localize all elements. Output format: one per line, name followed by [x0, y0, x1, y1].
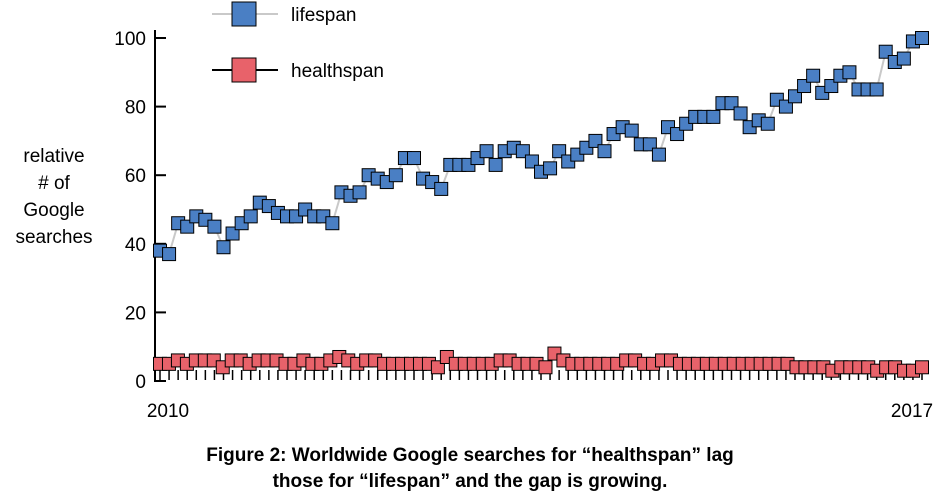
healthspan-point	[430, 360, 445, 375]
lifespan-point	[597, 144, 612, 159]
y-ticks: 0 20 40 60 80 100	[114, 29, 166, 393]
lifespan-point	[479, 144, 494, 159]
lifespan-point	[543, 161, 558, 176]
lifespan-point	[352, 185, 367, 200]
legend-item-lifespan: lifespan	[212, 1, 357, 27]
legend-label: healthspan	[291, 61, 384, 82]
lifespan-point	[878, 44, 893, 59]
y-tick-label: 20	[125, 303, 146, 324]
lifespan-point	[733, 106, 748, 121]
y-tick-label: 0	[135, 372, 146, 393]
y-axis-label-line: searches	[15, 227, 93, 248]
legend: lifespan healthspan	[212, 1, 384, 83]
y-tick-label: 40	[125, 235, 146, 256]
lifespan-point	[760, 116, 775, 131]
lifespan-point	[869, 82, 884, 97]
lifespan-point	[642, 137, 657, 152]
lifespan-point	[797, 79, 812, 94]
lifespan-point	[670, 127, 685, 142]
x-ticks: 2010 2017	[147, 370, 933, 422]
lifespan-point	[896, 51, 911, 66]
lifespan-point	[515, 144, 530, 159]
lifespan-point	[706, 109, 721, 124]
lifespan-point	[180, 219, 195, 234]
lifespan-point	[915, 31, 929, 45]
healthspan-point	[915, 360, 929, 375]
lifespan-point	[325, 216, 340, 231]
figure-caption: Figure 2: Worldwide Google searches for …	[0, 443, 940, 495]
y-axis-label: relative # of Google searches	[0, 143, 108, 251]
y-axis-label-line: Google	[23, 200, 85, 221]
lifespan-point	[824, 79, 839, 94]
lifespan-point	[216, 240, 231, 255]
lifespan-point	[788, 89, 802, 104]
y-tick-label: 100	[114, 29, 146, 50]
legend-label: lifespan	[291, 5, 357, 26]
legend-marker	[231, 57, 257, 83]
lifespan-point	[243, 209, 258, 224]
legend-marker	[231, 1, 257, 27]
lifespan-point	[624, 123, 639, 138]
lifespan-point	[806, 68, 821, 83]
healthspan-point	[538, 360, 553, 375]
lifespan-point	[162, 247, 177, 262]
lifespan-point	[842, 65, 857, 80]
lifespan-point	[434, 181, 449, 196]
y-tick-label: 80	[125, 98, 146, 119]
lifespan-point	[552, 144, 567, 159]
y-axis-label-line: relative	[23, 146, 85, 167]
lifespan-point	[588, 133, 603, 148]
caption-line: those for “lifespan” and the gap is grow…	[272, 471, 668, 492]
x-tick-label: 2017	[891, 401, 933, 422]
lifespan-point	[524, 154, 539, 169]
lifespan-point	[778, 99, 793, 114]
caption-line: Figure 2: Worldwide Google searches for …	[206, 445, 734, 466]
lifespan-point	[225, 226, 240, 241]
legend-item-healthspan: healthspan	[212, 57, 384, 83]
series-markers	[153, 31, 929, 378]
lifespan-point	[407, 151, 421, 166]
lifespan-point	[388, 168, 403, 183]
y-tick-label: 60	[125, 166, 146, 187]
lifespan-point	[724, 96, 739, 111]
lifespan-point	[488, 157, 503, 172]
lifespan-point	[207, 219, 222, 234]
y-axis-label-line: # of	[38, 173, 70, 194]
lifespan-point	[651, 147, 666, 162]
x-tick-label: 2010	[147, 401, 189, 422]
